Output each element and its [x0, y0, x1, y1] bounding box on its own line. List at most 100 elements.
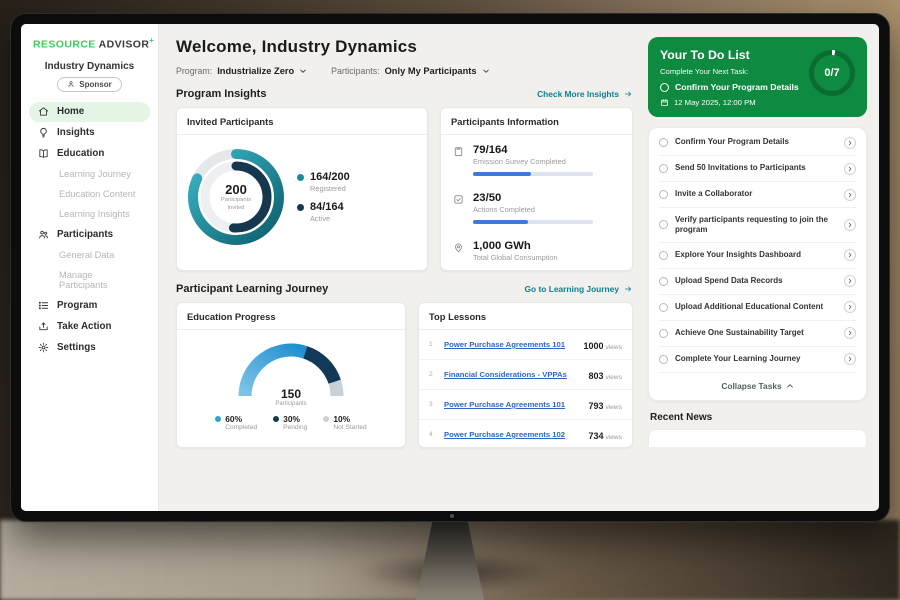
legend-pct: 10%	[333, 414, 351, 424]
sidebar-item-learning-insights[interactable]: Learning Insights	[29, 205, 150, 224]
collapse-tasks-button[interactable]: Collapse Tasks	[659, 373, 856, 400]
checkbox-icon[interactable]	[659, 328, 668, 338]
chevron-right-icon[interactable]	[844, 275, 856, 288]
task-row[interactable]: Send 50 Invitations to Participants	[659, 156, 856, 182]
action-icon	[39, 322, 48, 331]
calendar-icon	[661, 99, 668, 106]
lesson-link[interactable]: Financial Considerations - VPPAs	[444, 370, 567, 379]
chevron-right-icon[interactable]	[844, 136, 856, 149]
checkbox-icon[interactable]	[659, 164, 668, 173]
chevron-right-icon[interactable]	[844, 353, 856, 366]
checkbox-icon[interactable]	[659, 190, 668, 199]
person-icon	[68, 81, 74, 88]
chevron-right-icon[interactable]	[844, 218, 856, 231]
sidebar-item-label: Learning Insights	[59, 209, 130, 219]
recent-news-title: Recent News	[650, 411, 713, 423]
lightbulb-icon	[40, 127, 47, 138]
lesson-link[interactable]: Power Purchase Agreements 101	[444, 340, 566, 349]
checkbox-icon[interactable]	[659, 250, 668, 260]
program-value: Industrialize Zero	[217, 66, 295, 76]
task-row[interactable]: Verify participants requesting to join t…	[659, 208, 856, 243]
sidebar-item-manage-participants[interactable]: Manage Participants	[29, 266, 150, 295]
donut-legend: 164/200 Registered 84/164 Active	[297, 163, 350, 231]
sidebar-item-home[interactable]: Home	[29, 101, 150, 122]
checkbox-icon[interactable]	[659, 220, 668, 230]
sidebar-item-insights[interactable]: Insights	[29, 123, 150, 143]
chevron-right-icon[interactable]	[844, 188, 856, 201]
org-name: Industry Dynamics	[44, 60, 135, 72]
sidebar-item-education[interactable]: Education	[29, 144, 150, 164]
page-title: Welcome, Industry Dynamics	[176, 37, 418, 56]
lesson-row: 2 Financial Considerations - VPPAs 803 vi…	[419, 360, 632, 390]
sidebar-item-participants[interactable]: Participants	[29, 225, 150, 245]
chevron-right-icon[interactable]	[844, 301, 856, 314]
legend-completed: 60% Completed	[215, 414, 257, 431]
donut-center-value: 200	[225, 181, 247, 197]
participants-information-card: Participants Information 79/164 Emission…	[440, 107, 633, 271]
todo-progress-ring: 0/7	[809, 50, 855, 96]
legend-dot	[215, 416, 222, 422]
stat-actions-completed: 23/50 Actions Completed	[441, 183, 632, 231]
gauge-center: 150 Participants	[229, 387, 353, 407]
lesson-link[interactable]: Power Purchase Agreements 101	[444, 400, 566, 409]
sidebar-item-general-data[interactable]: General Data	[29, 246, 150, 265]
progress-bar	[473, 172, 593, 176]
checkbox-icon[interactable]	[659, 302, 668, 312]
main-content: Welcome, Industry Dynamics Program: Indu…	[159, 24, 646, 511]
chevron-right-icon[interactable]	[844, 327, 856, 340]
chevron-right-icon[interactable]	[844, 162, 856, 175]
lesson-rank: 3	[429, 401, 433, 408]
task-label: Confirm Your Program Details	[675, 137, 789, 147]
legend-active: 84/164 Active	[297, 201, 350, 223]
legend-dot	[297, 174, 304, 181]
invited-donut-chart: 200 Participants Invited	[183, 144, 289, 250]
checkbox-icon[interactable]	[659, 138, 668, 147]
legend-label: Active	[310, 214, 331, 223]
checkbox-icon[interactable]	[659, 354, 668, 364]
invited-participants-card: Invited Participants	[176, 107, 428, 271]
brand-secondary: ADVISOR	[98, 38, 150, 51]
sidebar-item-program[interactable]: Program	[29, 296, 150, 316]
task-row[interactable]: Confirm Your Program Details	[659, 130, 856, 156]
checkbox-icon[interactable]	[660, 82, 669, 92]
due-date-row: 12 May 2025, 12:00 PM	[660, 98, 855, 107]
lesson-link[interactable]: Power Purchase Agreements 102	[444, 430, 566, 439]
task-row[interactable]: Invite a Collaborator	[659, 182, 856, 208]
sidebar-item-label: General Data	[59, 250, 115, 260]
sponsor-badge-label: Sponsor	[79, 79, 112, 89]
go-to-learning-journey-link[interactable]: Go to Learning Journey	[525, 284, 633, 294]
task-row[interactable]: Upload Additional Educational Content	[659, 295, 856, 321]
lesson-row: 3 Power Purchase Agreements 101 793 views	[419, 390, 632, 420]
chevron-right-icon[interactable]	[844, 249, 856, 262]
sidebar-item-education-content[interactable]: Education Content	[29, 185, 150, 204]
sidebar-item-take-action[interactable]: Take Action	[29, 317, 150, 337]
task-row[interactable]: Explore Your Insights Dashboard	[659, 243, 856, 269]
learning-journey-header: Participant Learning Journey Go to Learn…	[176, 283, 633, 295]
donut-center: 200 Participants Invited	[183, 144, 289, 250]
next-task-row[interactable]: Confirm Your Program Details	[660, 82, 810, 92]
checkbox-icon[interactable]	[659, 276, 668, 286]
recent-news-card	[648, 428, 867, 447]
sponsor-badge: Sponsor	[57, 76, 122, 92]
task-row[interactable]: Complete Your Learning Journey	[659, 347, 856, 373]
program-insights-cards: Invited Participants	[176, 107, 633, 271]
check-more-insights-link[interactable]: Check More Insights	[537, 89, 633, 99]
progress-bar	[473, 220, 593, 224]
monitor-power-led	[450, 514, 454, 518]
filter-bar: Program: Industrialize Zero Participants…	[176, 66, 633, 76]
sidebar-item-settings[interactable]: Settings	[29, 338, 150, 358]
education-gauge-chart: 150 Participants	[229, 336, 353, 407]
section-title: Program Insights	[176, 88, 267, 100]
task-row[interactable]: Achieve One Sustainability Target	[659, 321, 856, 347]
section-title: Participant Learning Journey	[176, 283, 329, 295]
sidebar-item-label: Take Action	[57, 321, 112, 332]
task-row[interactable]: Upload Spend Data Records	[659, 269, 856, 295]
participants-select[interactable]: Participants: Only My Participants	[331, 66, 489, 76]
gauge-center-value: 150	[280, 387, 302, 401]
todo-progress-value: 0/7	[814, 55, 850, 91]
legend-pct: 60%	[225, 414, 243, 424]
program-select[interactable]: Program: Industrialize Zero	[176, 66, 307, 76]
sidebar-item-learning-journey[interactable]: Learning Journey	[29, 165, 150, 184]
due-date-label: 12 May 2025, 12:00 PM	[674, 98, 756, 107]
arrow-right-icon	[624, 91, 632, 97]
